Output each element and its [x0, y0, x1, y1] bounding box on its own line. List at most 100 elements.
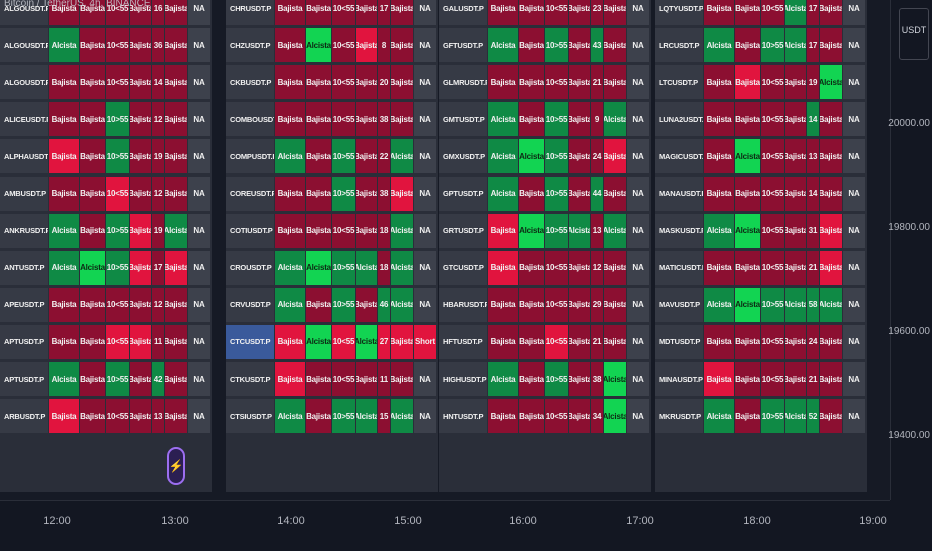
signal-cell: Alcista	[519, 213, 544, 248]
lightning-icon: ⚡	[168, 459, 184, 473]
symbol-cell[interactable]: GLMRUSDT.P	[439, 65, 487, 100]
symbol-cell[interactable]: HNTUSDT.P	[439, 399, 487, 434]
symbol-cell[interactable]: LRCUSDT.P	[655, 28, 703, 63]
symbol-cell[interactable]: HFTUSDT.P	[439, 324, 487, 359]
signal-cell: Bajista	[604, 250, 626, 285]
symbol-cell[interactable]: CROUSDT.P	[226, 250, 274, 285]
symbol-cell[interactable]: CTCUSDT.P	[226, 324, 274, 359]
table-row: MASKUSDT.P Alcista Alcista 10<55 Bajista 31 Ba…	[655, 212, 867, 249]
symbol-cell[interactable]: LQTYUSDT.P	[655, 0, 703, 25]
signal-cell: 10<55	[106, 324, 129, 359]
signal-cell: NA	[843, 65, 865, 100]
signal-cell: Bajista	[275, 362, 305, 396]
table-row: GTCUSDT.P Bajista Bajista 10<55 Bajista 12 Baj…	[439, 249, 651, 286]
price-axis[interactable]: 20000.00 19800.00 19600.00 19400.00	[888, 0, 932, 500]
symbol-cell[interactable]: MDTUSDT.P	[655, 324, 703, 359]
symbol-cell[interactable]: APTUSDT.P	[0, 324, 48, 359]
symbol-cell[interactable]: GMTUSDT.P	[439, 102, 487, 137]
symbol-cell[interactable]: MAGICUSDT.P	[655, 139, 703, 174]
event-badge[interactable]: ⚡	[167, 447, 185, 485]
symbol-cell[interactable]: MANAUSDT.P	[655, 176, 703, 211]
signal-cell: Bajista	[604, 139, 626, 174]
signal-cell: Bajista	[80, 213, 105, 248]
signal-cell: NA	[414, 139, 436, 174]
panel-4: LQTYUSDT.P Bajista Bajista 10<55 Alcista 17 Ba…	[655, 0, 867, 492]
time-label: 18:00	[743, 515, 771, 527]
symbol-cell[interactable]: GTCUSDT.P	[439, 250, 487, 285]
symbol-cell[interactable]: LTCUSDT.P	[655, 65, 703, 100]
signal-cell: Bajista	[820, 250, 842, 285]
chart-area[interactable]: Bitcoin / TetherUS, 4h, BINANCE ALGOUSDT…	[0, 0, 890, 500]
symbol-cell[interactable]: GALUSDT.P	[439, 0, 487, 25]
symbol-cell[interactable]: MKRUSDT.P	[655, 399, 703, 434]
signal-cell: NA	[843, 139, 865, 174]
symbol-cell[interactable]: GMXUSDT.P	[439, 139, 487, 174]
signal-cell: Bajista	[820, 176, 842, 211]
symbol-cell[interactable]: ALGOUSDT.P	[0, 28, 48, 63]
symbol-cell[interactable]: AMBUSDT.P	[0, 176, 48, 211]
symbol-cell[interactable]: ALPHAUSDT.P	[0, 139, 48, 174]
symbol-cell[interactable]: GPTUSDT.P	[439, 176, 487, 211]
signal-cell: 10<55	[761, 65, 784, 100]
symbol-cell[interactable]: MATICUSDT.P	[655, 250, 703, 285]
table-row: HBARUSDT.P Bajista Bajista 10<55 Bajista 29 Ba…	[439, 286, 651, 323]
signal-cell: 10>55	[106, 250, 129, 285]
signal-cell: NA	[414, 250, 436, 285]
signal-cell: Bajista	[391, 102, 413, 137]
symbol-cell[interactable]: APTUSDT.P	[0, 362, 48, 396]
panel-3: GALUSDT.P Bajista Bajista 10<55 Bajista 23 Baj…	[439, 0, 651, 492]
signal-cell: Alcista	[391, 250, 413, 285]
symbol-cell[interactable]: ALGOUSDT.P	[0, 0, 48, 25]
symbol-cell[interactable]: CTKUSDT.P	[226, 362, 274, 396]
signal-cell: Bajista	[735, 399, 760, 434]
signal-cell: Bajista	[785, 250, 806, 285]
symbol-cell[interactable]: COREUSDT.P	[226, 176, 274, 211]
signal-cell: Bajista	[130, 324, 151, 359]
symbol-cell[interactable]: COMPUSDT.P	[226, 139, 274, 174]
table-row: COMPUSDT.P Alcista Bajista 10>55 Bajista 22 Al…	[226, 137, 438, 174]
symbol-cell[interactable]: HBARUSDT.P	[439, 287, 487, 322]
signal-cell: Bajista	[306, 102, 331, 137]
signal-cell: Alcista	[488, 28, 518, 63]
table-row: CTSIUSDT.P Alcista Bajista 10>55 Alcista 15 Al…	[226, 397, 438, 434]
signal-cell: 19	[152, 139, 164, 174]
symbol-cell[interactable]: CRVUSDT.P	[226, 287, 274, 322]
symbol-cell[interactable]: CTSIUSDT.P	[226, 399, 274, 434]
symbol-cell[interactable]: GFTUSDT.P	[439, 28, 487, 63]
signal-cell: Alcista	[488, 102, 518, 137]
symbol-cell[interactable]: APEUSDT.P	[0, 287, 48, 322]
symbol-cell[interactable]: MAVUSDT.P	[655, 287, 703, 322]
time-axis[interactable]: 12:00 13:00 14:00 15:00 16:00 17:00 18:00 19:00	[0, 500, 890, 551]
currency-button[interactable]: USDT	[899, 8, 929, 60]
signal-cell: Bajista	[820, 213, 842, 248]
signal-cell: 42	[152, 362, 164, 396]
symbol-cell[interactable]: ANKRUSDT.P	[0, 213, 48, 248]
price-label: 19400.00	[888, 430, 930, 441]
symbol-cell[interactable]: CHRUSDT.P	[226, 0, 274, 25]
signal-cell: Bajista	[49, 287, 79, 322]
symbol-cell[interactable]: MASKUSDT.P	[655, 213, 703, 248]
symbol-cell[interactable]: CKBUSDT.P	[226, 65, 274, 100]
symbol-cell[interactable]: ARBUSDT.P	[0, 399, 48, 434]
symbol-cell[interactable]: ALICEUSDT.P	[0, 102, 48, 137]
symbol-cell[interactable]: GRTUSDT.P	[439, 213, 487, 248]
signal-cell: Bajista	[165, 362, 187, 396]
signal-cell: Bajista	[165, 176, 187, 211]
signal-cell: 8	[378, 28, 390, 63]
signal-cell: 10<55	[761, 139, 784, 174]
symbol-cell[interactable]: CHZUSDT.P	[226, 28, 274, 63]
signal-cell: 21	[807, 250, 819, 285]
signal-cell: 10>55	[106, 362, 129, 396]
signal-cell: NA	[414, 65, 436, 100]
symbol-cell[interactable]: HIGHUSDT.P	[439, 362, 487, 396]
symbol-cell[interactable]: ALGOUSDT.P	[0, 65, 48, 100]
time-label: 13:00	[161, 515, 189, 527]
signal-cell: Alcista	[735, 139, 760, 174]
symbol-cell[interactable]: LUNA2USDT.P	[655, 102, 703, 137]
symbol-cell[interactable]: MINAUSDT.P	[655, 362, 703, 396]
symbol-cell[interactable]: ANTUSDT.P	[0, 250, 48, 285]
signal-cell: Bajista	[519, 399, 544, 434]
symbol-cell[interactable]: COMBOUSDT.P	[226, 102, 274, 137]
signal-cell: 10>55	[761, 399, 784, 434]
symbol-cell[interactable]: COTIUSDT.P	[226, 213, 274, 248]
